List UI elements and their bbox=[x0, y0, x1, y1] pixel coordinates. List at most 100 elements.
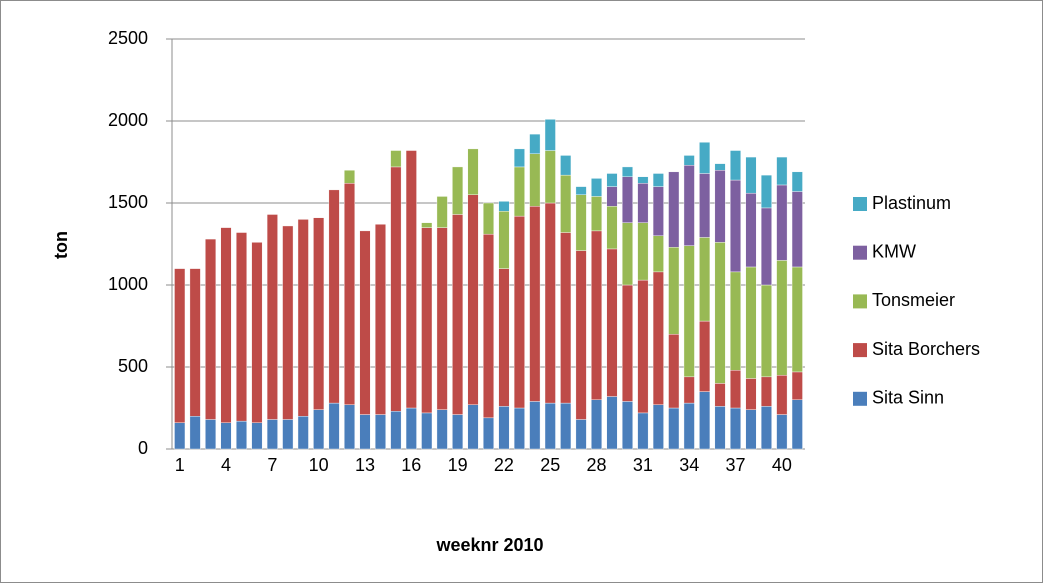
bar-segment bbox=[313, 217, 325, 410]
bar-segment bbox=[220, 422, 232, 450]
bar-segment bbox=[174, 422, 186, 450]
bar-segment bbox=[683, 165, 695, 246]
x-tick-label: 37 bbox=[726, 455, 746, 475]
bar-segment bbox=[683, 155, 695, 166]
bar-segment bbox=[668, 407, 680, 450]
bar-segment bbox=[498, 406, 510, 450]
bar-segment bbox=[544, 402, 556, 450]
bar-segment bbox=[575, 194, 587, 251]
bar-segment bbox=[436, 409, 448, 450]
bar-segment bbox=[622, 401, 633, 450]
bar-segment bbox=[390, 411, 402, 450]
bar-segment bbox=[467, 148, 479, 196]
bar-segment bbox=[575, 419, 587, 450]
bar-segment bbox=[776, 375, 788, 415]
bar-segment bbox=[467, 194, 479, 405]
bar-segment bbox=[652, 404, 664, 450]
bar-segment bbox=[606, 248, 618, 397]
bar-segment bbox=[683, 402, 695, 450]
bar-segment bbox=[513, 215, 525, 409]
bar-segment bbox=[266, 214, 278, 420]
bar-segment bbox=[189, 268, 201, 417]
bar-segment bbox=[560, 402, 572, 450]
bar-segment bbox=[699, 391, 711, 450]
bar-segment bbox=[390, 150, 402, 168]
bar-segment bbox=[405, 150, 417, 409]
bar-segment bbox=[374, 224, 386, 415]
legend-swatch bbox=[853, 391, 867, 406]
bar-segment bbox=[714, 383, 726, 407]
bar-segment bbox=[652, 235, 664, 273]
bar-segment bbox=[498, 201, 510, 212]
legend-label: Sita Borchers bbox=[872, 339, 980, 359]
legend-swatch bbox=[853, 245, 867, 260]
x-tick-label: 1 bbox=[175, 455, 185, 475]
bar-segment bbox=[637, 279, 649, 414]
bar-segment bbox=[776, 260, 788, 376]
bar-segment bbox=[699, 142, 711, 174]
bar-segment bbox=[529, 153, 541, 207]
x-tick-label: 28 bbox=[587, 455, 607, 475]
bar-segment bbox=[622, 176, 633, 223]
bar-segment bbox=[452, 214, 464, 415]
bar-segment bbox=[622, 284, 633, 402]
bar-segment bbox=[699, 320, 711, 392]
x-tick-label: 13 bbox=[355, 455, 375, 475]
bar-segment bbox=[344, 169, 355, 184]
bar-segment bbox=[791, 266, 803, 373]
legend-label: Tonsmeier bbox=[872, 290, 955, 310]
bar-segment bbox=[745, 378, 757, 410]
bar-segment bbox=[776, 414, 788, 450]
bar-segment bbox=[220, 227, 232, 423]
x-tick-label: 7 bbox=[267, 455, 277, 475]
bar-segment bbox=[544, 202, 556, 404]
bar-segment bbox=[483, 233, 494, 419]
bar-segment bbox=[652, 271, 664, 405]
bar-segment bbox=[421, 412, 433, 450]
bar-segment bbox=[467, 404, 479, 450]
bar-segment bbox=[606, 186, 618, 207]
bar-segment bbox=[575, 250, 587, 420]
bar-segment bbox=[483, 202, 494, 235]
bar-segment bbox=[637, 176, 649, 184]
bar-segment bbox=[760, 406, 772, 450]
bar-segment bbox=[513, 166, 525, 217]
bar-segment bbox=[668, 171, 680, 248]
bar-segment bbox=[498, 268, 510, 407]
bar-segment bbox=[436, 227, 448, 410]
bar-segment bbox=[591, 230, 603, 401]
bar-segment bbox=[622, 222, 633, 286]
bar-segment bbox=[529, 401, 541, 450]
bar-segment bbox=[776, 184, 788, 261]
bar-segment bbox=[282, 225, 294, 420]
bar-segment bbox=[236, 420, 247, 450]
y-tick-label: 0 bbox=[138, 438, 148, 458]
bar-segment bbox=[266, 419, 278, 450]
bar-segment bbox=[436, 196, 448, 228]
bar-segment bbox=[575, 186, 587, 196]
bar-segment bbox=[452, 166, 464, 215]
bar-segment bbox=[791, 191, 803, 268]
bar-segment bbox=[297, 219, 309, 417]
bar-segment bbox=[498, 210, 510, 269]
bar-segment bbox=[405, 407, 417, 450]
bar-segment bbox=[591, 399, 603, 450]
bar-segment bbox=[714, 242, 726, 384]
bar-segment bbox=[745, 266, 757, 379]
legend-label: Sita Sinn bbox=[872, 388, 944, 408]
bar-segment bbox=[544, 150, 556, 204]
bar-segment bbox=[745, 192, 757, 268]
bar-segment bbox=[452, 414, 464, 450]
bar-segment bbox=[683, 376, 695, 404]
legend-swatch bbox=[853, 197, 867, 211]
bar-segment bbox=[730, 370, 741, 409]
x-axis-title: weeknr 2010 bbox=[435, 535, 543, 555]
x-tick-label: 31 bbox=[633, 455, 653, 475]
bar-segment bbox=[668, 247, 680, 335]
bar-segment bbox=[776, 156, 788, 186]
bar-segment bbox=[791, 371, 803, 401]
legend-label: Plastinum bbox=[872, 193, 951, 213]
bar-segment bbox=[730, 150, 741, 181]
bar-segment bbox=[421, 227, 433, 414]
